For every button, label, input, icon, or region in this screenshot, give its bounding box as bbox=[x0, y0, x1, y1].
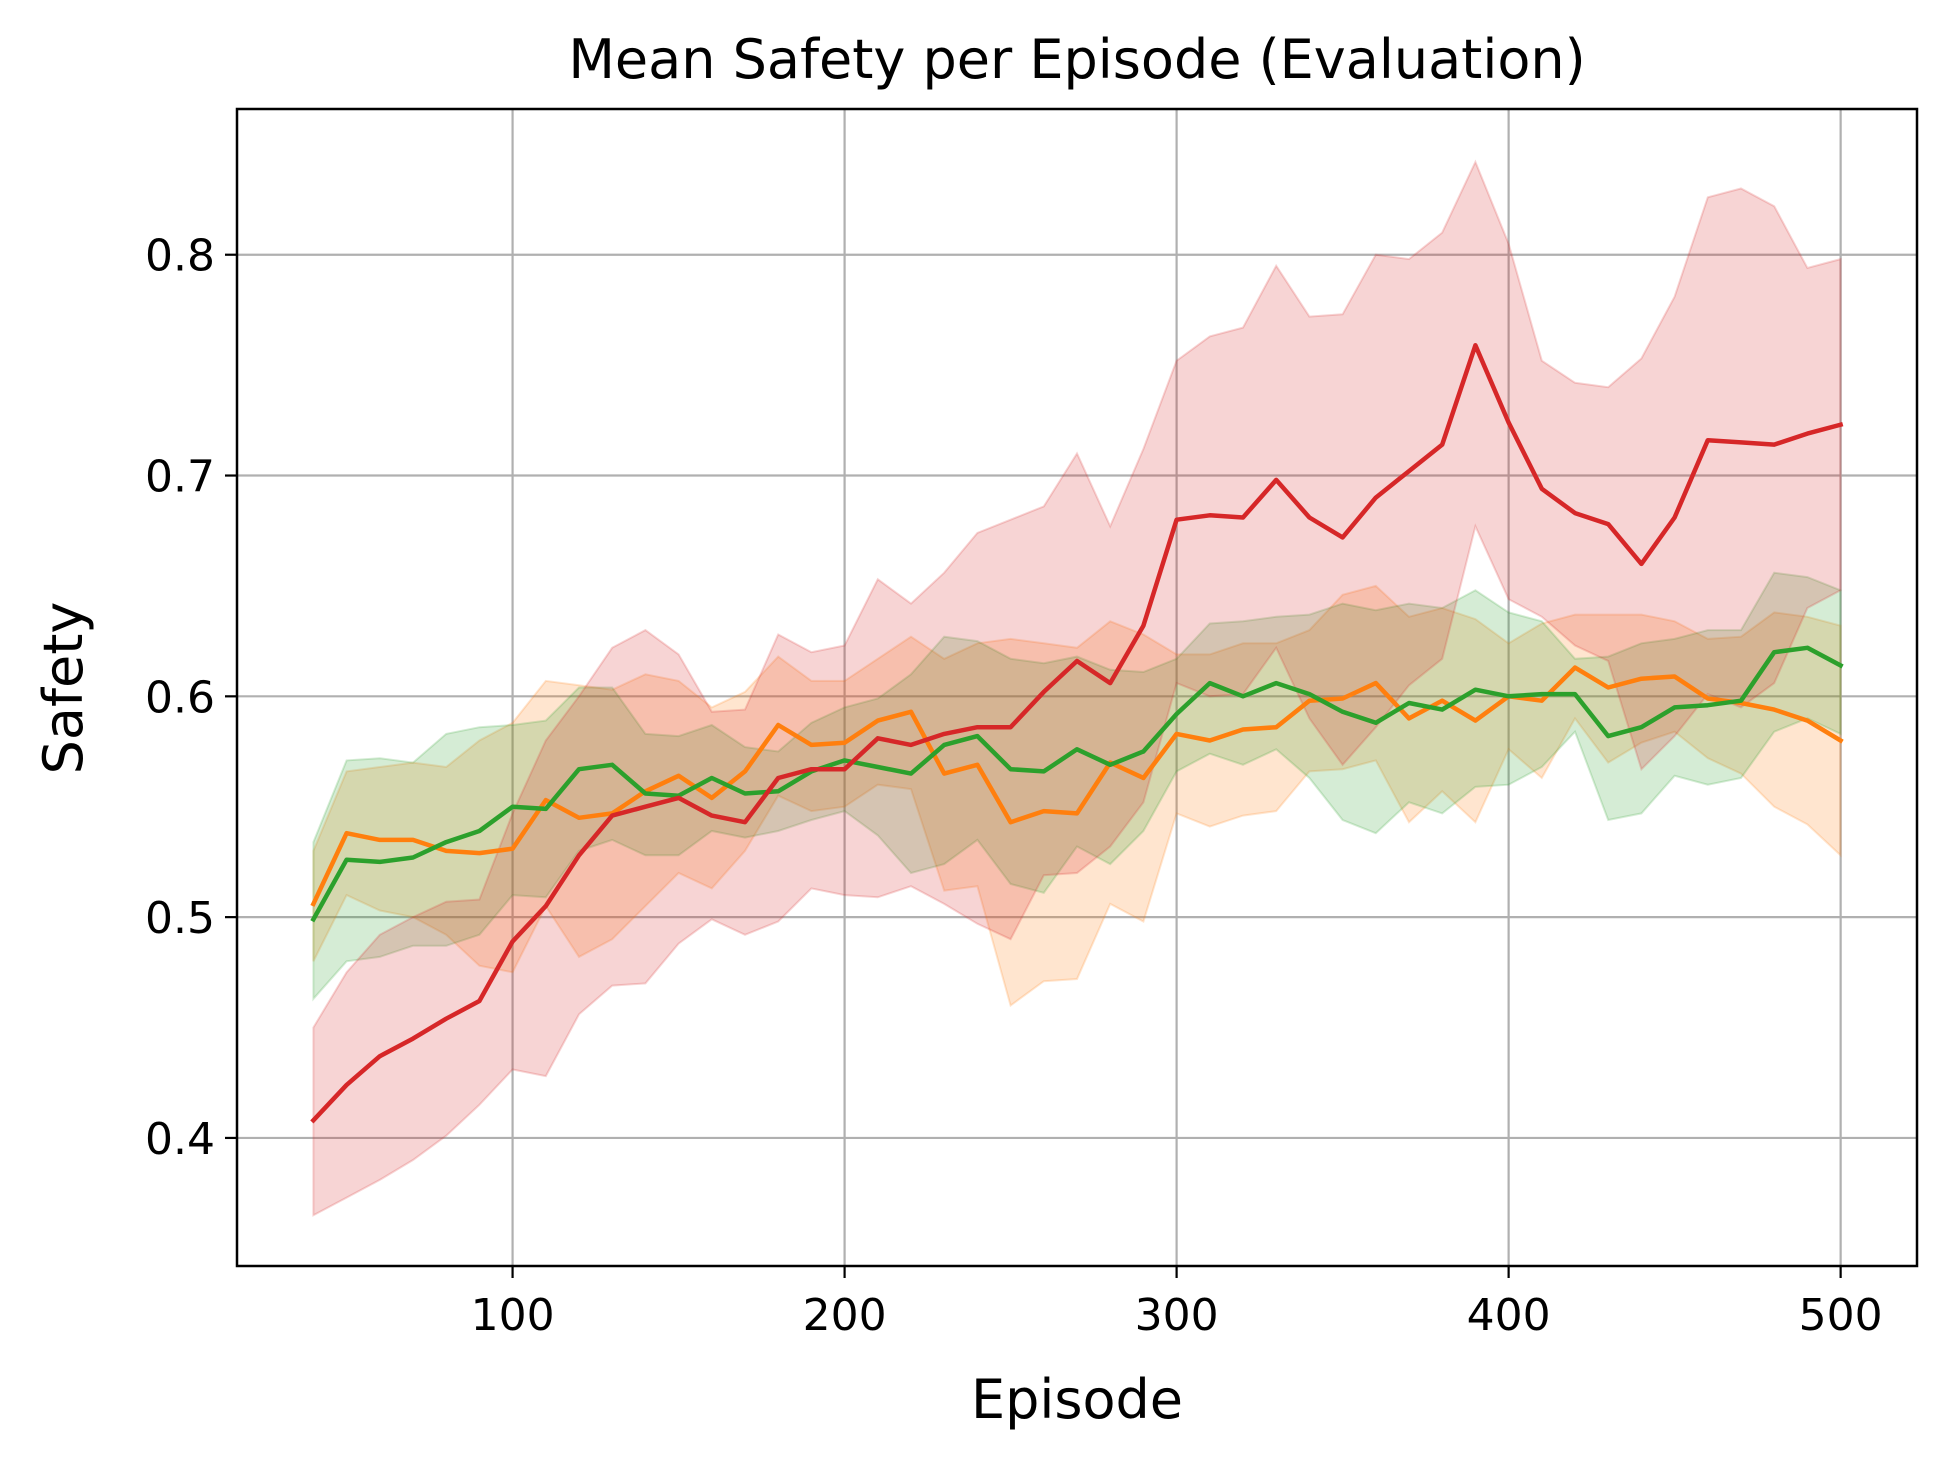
chart-title: Mean Safety per Episode (Evaluation) bbox=[568, 28, 1585, 91]
green-series-band bbox=[312, 571, 1842, 1002]
y-tick-label: 0.4 bbox=[145, 1114, 215, 1165]
y-tick-label: 0.5 bbox=[145, 893, 215, 944]
series-lines bbox=[310, 343, 1844, 1124]
y-axis-ticks: 0.4 0.5 0.6 0.7 0.8 bbox=[145, 231, 237, 1165]
y-tick-label: 0.7 bbox=[145, 452, 215, 503]
x-axis-label: Episode bbox=[971, 1368, 1183, 1431]
orange-series-line bbox=[310, 665, 1844, 907]
plot-frame bbox=[235, 107, 1919, 1268]
y-axis-label: Safety bbox=[32, 602, 95, 775]
red-series-band bbox=[312, 159, 1842, 1217]
green-series-line bbox=[310, 645, 1844, 923]
y-tick-label: 0.8 bbox=[145, 231, 215, 282]
x-axis-ticks: 100 200 300 400 500 bbox=[471, 1266, 1883, 1341]
x-tick-label: 300 bbox=[1135, 1290, 1219, 1341]
orange-series-band bbox=[312, 584, 1842, 1008]
red-series-line bbox=[310, 343, 1844, 1124]
confidence-bands bbox=[312, 159, 1842, 1217]
x-tick-label: 500 bbox=[1799, 1290, 1883, 1341]
grid-lines bbox=[237, 109, 1917, 1266]
y-tick-label: 0.6 bbox=[145, 672, 215, 723]
x-tick-label: 400 bbox=[1467, 1290, 1551, 1341]
x-tick-label: 100 bbox=[471, 1290, 555, 1341]
x-tick-label: 200 bbox=[803, 1290, 887, 1341]
